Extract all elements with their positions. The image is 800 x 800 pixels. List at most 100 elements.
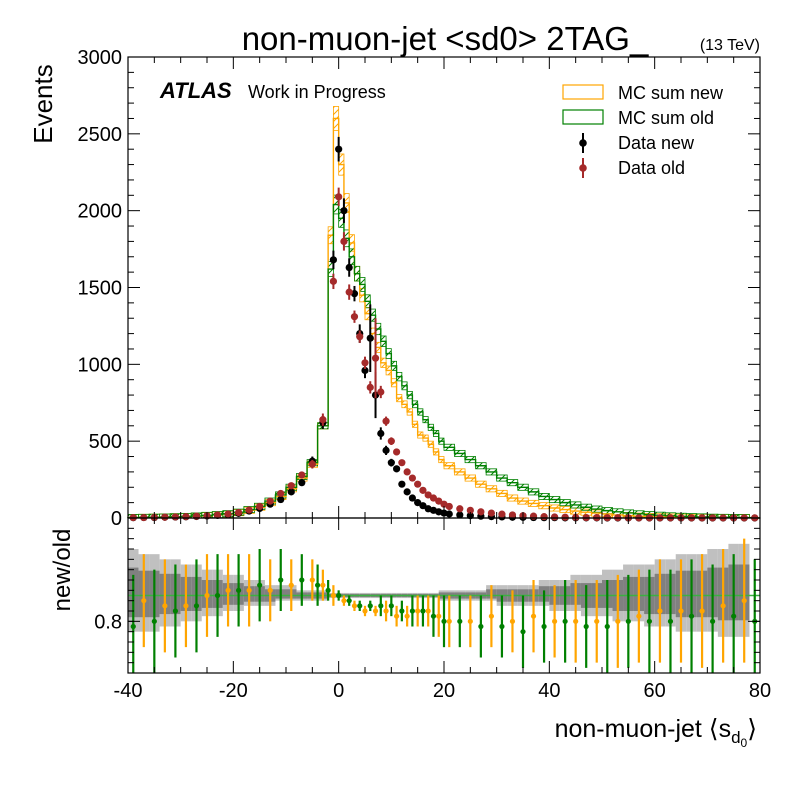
ratio-point-ratio_orange [204,554,210,637]
ratio-point-ratio_green [667,569,674,673]
ratio-point-ratio_green [278,549,284,611]
data-point-data_old [387,437,395,446]
ratio-point-ratio_green [731,554,737,673]
data-point-data_new [287,488,295,496]
ratio-y-ticks: 0.8 [94,527,760,664]
data-point-data_old [414,480,422,488]
x-tick-label: 80 [749,680,771,702]
data-point-data_old [398,459,406,467]
ratio-point-ratio_green [257,549,263,622]
legend-label: Data new [618,133,695,153]
x-axis-label-main: non-muon-jet ⟨s [555,715,732,743]
ratio-point-ratio_green [688,559,695,673]
legend-entry-data_old: Data old [579,158,685,178]
mc-step-mc_old [127,203,761,519]
ratio-point-ratio_orange [436,595,442,637]
ratio-point-ratio_green [315,564,321,606]
ratio-point-ratio_orange [162,559,168,653]
data-point-data_old [408,474,416,482]
data-point-data_old [393,448,401,456]
data-points-layer [129,136,759,522]
ratio-point-ratio_green [625,574,631,668]
data-point-data_old [371,318,380,399]
data-point-data_old [366,381,374,394]
legend-marker [579,139,587,147]
ratio-point-ratio_green [336,590,342,601]
data-point-data_old [382,416,390,426]
data-point-data_new [335,136,343,162]
main-x-ticks [127,57,761,518]
data-point-data_old [335,187,343,207]
data-point-data_new [277,495,285,504]
ratio-point-ratio_green [325,580,331,601]
ratio-point-ratio_orange [330,585,336,606]
ratio-point-ratio_orange [678,559,684,663]
legend-label: MC sum new [618,83,724,103]
ratio-point-ratio_orange [446,595,452,648]
main-y-tick-label: 2000 [78,201,123,223]
legend-label: Data old [618,158,685,178]
data-point-data_new [414,499,422,507]
data-point-data_old [245,506,253,514]
ratio-point-ratio_orange [225,554,231,627]
data-point-data_new [408,494,416,502]
ratio-point-ratio_green [346,595,352,606]
data-point-data_new [345,258,353,277]
ratio-point-ratio_green [604,580,610,673]
legend-entry-data_new: Data new [579,133,695,153]
ratio-point-ratio_orange [183,564,189,648]
ratio-point-ratio_orange [636,569,642,663]
ratio-point-ratio_orange [341,595,347,606]
ratio-point-ratio_green [193,559,200,653]
x-tick-label: -20 [219,680,248,702]
ratio-panel: 0.8 -40 -20 0 20 40 60 80 new/old [49,517,771,702]
data-point-data_old [424,491,432,499]
data-point-data_old [213,511,222,519]
ratio-point-ratio_green [130,574,136,673]
data-point-data_old [224,510,232,518]
ratio-point-ratio_green [388,595,394,617]
legend: MC sum new MC sum old Data new Data old [562,83,724,178]
main-panel: 0 500 1000 1500 2000 2500 3000 Events [28,47,761,530]
ratio-point-ratio_orange [372,605,379,617]
data-point-data_new [382,445,390,455]
ratio-point-ratio_orange [425,595,431,627]
ratio-point-ratio_orange [530,580,537,653]
ratio-x-ticks: -40 -20 0 20 40 60 80 [114,518,771,702]
ratio-point-ratio_green [562,580,568,663]
ratio-point-ratio_green [646,569,653,673]
ratio-point-ratio_orange [552,585,558,658]
x-tick-label: 20 [433,680,455,702]
ratio-point-ratio_orange [141,554,147,648]
legend-swatch [562,84,604,100]
ratio-y-axis-label: new/old [49,529,76,612]
ratio-point-ratio_green [236,554,242,627]
ratio-point-ratio_orange [741,538,747,663]
data-point-data_old [356,330,364,343]
x-tick-label: 40 [538,680,560,702]
main-y-tick-label: 0 [111,508,122,530]
main-y-tick-label: 1000 [78,354,123,376]
data-point-data_new [387,458,395,467]
ratio-point-ratio_green [214,554,221,637]
data-point-data_new [398,480,406,488]
ratio-point-ratio_green [441,595,447,648]
data-point-data_old [429,494,438,502]
data-point-data_old [487,509,495,517]
data-point-data_old [350,310,359,323]
data-point-data_old [361,356,369,369]
main-y-axis-label: Events [28,64,58,144]
ratio-point-ratio_orange [415,595,421,627]
ratio-point-ratio_green [357,600,363,611]
main-y-tick-label: 2500 [78,124,123,146]
data-point-data_old [235,508,243,517]
x-axis-label-sub: d [731,728,740,747]
x-tick-label: -40 [114,680,143,702]
ratio-point-ratio_orange [488,585,494,648]
data-point-data_new [329,250,337,270]
ratio-point-ratio_green [541,590,547,663]
data-point-data_old [256,502,264,511]
ratio-point-ratio_green [583,585,589,668]
data-point-data_old [319,413,327,426]
